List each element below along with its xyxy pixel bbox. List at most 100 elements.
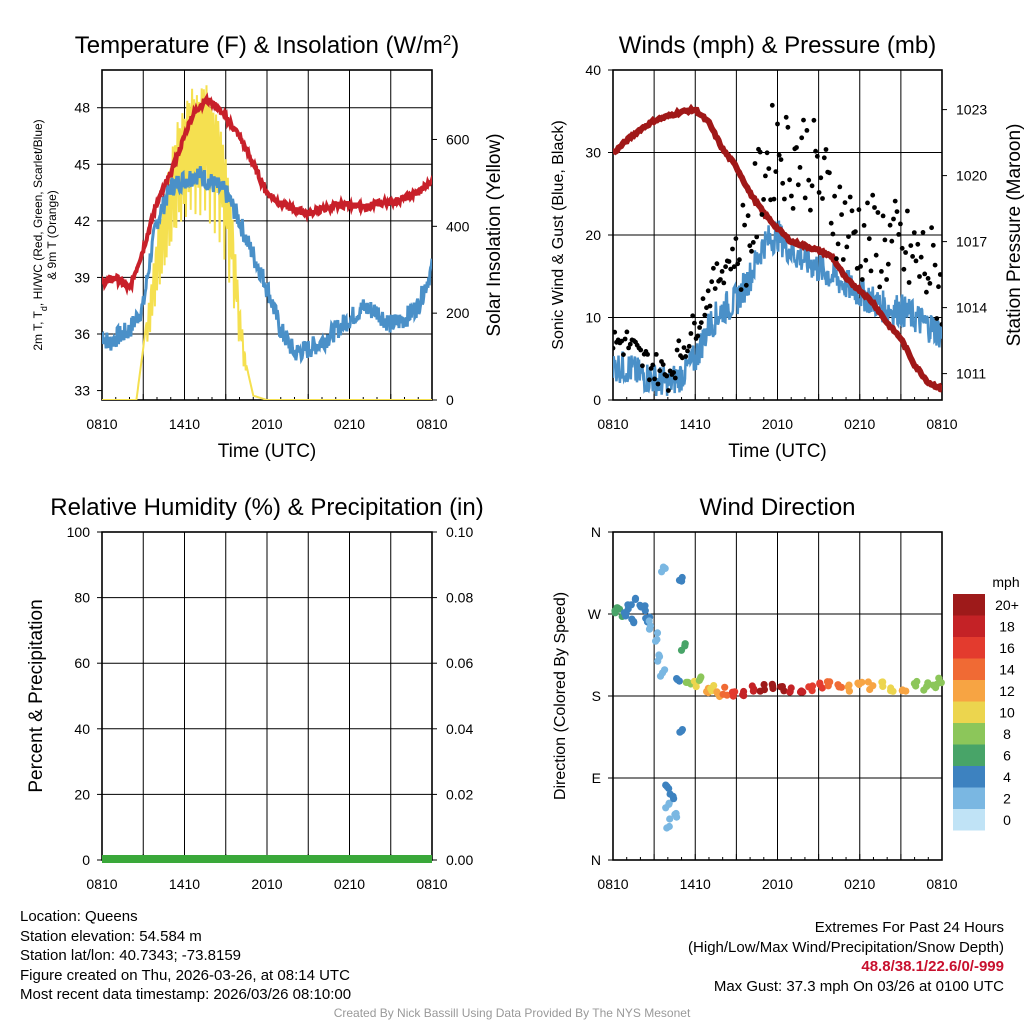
y2tick-label: 0.00 [446,852,473,868]
direction-point [663,783,671,791]
gust-point [671,370,676,375]
gust-point [747,243,753,249]
ylabel-part: 2m T, T [31,310,45,350]
gust-point [872,205,877,210]
extremes-info: Extremes For Past 24 Hours (High/Low/Max… [688,918,1004,996]
xtick-label: 0810 [597,416,628,432]
direction-point [673,813,681,821]
gust-point [726,259,732,264]
gust-point [743,282,749,288]
gust-point [834,256,839,262]
direction-point [663,824,671,832]
xtick-label: 0810 [597,876,628,892]
title-part: ) [451,32,459,59]
gust-point [613,329,618,335]
gust-point [723,264,728,270]
gust-point [773,169,779,175]
y2tick-label: 1023 [956,102,987,118]
insolation-line [102,85,432,400]
gust-point [797,165,803,170]
gust-point [832,193,837,199]
colorbar-label: 0 [1003,812,1011,828]
temp-chart-title: Temperature (F) & Insolation (W/m2) [75,32,459,60]
ytick-label: 30 [585,145,601,161]
gust-point [846,234,851,240]
ytick-label: 45 [74,156,90,172]
gust-point [801,117,806,123]
gust-point [737,257,742,263]
plot-frame [612,531,943,861]
xtick-label: 1410 [169,416,200,432]
gust-point [899,245,905,251]
y2tick-label: 1020 [956,168,987,184]
gust-point [622,336,628,342]
gust-point [709,279,715,285]
ytick-label: 40 [585,62,601,78]
gust-point [918,254,924,260]
direction-point [937,679,945,687]
plot-frame [612,69,943,401]
gust-point [808,207,813,213]
direction-point [622,612,630,620]
gust-point [936,284,941,290]
direction-point [777,683,785,691]
gust-point [776,152,782,158]
gust-point [657,368,663,374]
gust-point [707,303,713,309]
extremes-title: Extremes For Past 24 Hours [814,919,1004,936]
gust-point [823,147,829,152]
gust-point [645,352,650,357]
gust-point [757,149,763,155]
temp-ylabel-left: 2m T, Td, HI/WC (Red, Green, Scarlet/Blu… [31,119,49,350]
gust-point [884,277,889,282]
temperature-line [102,92,432,296]
gust-point [754,234,760,240]
xtick-label: 0810 [86,876,117,892]
xtick-label: 0810 [416,416,447,432]
direction-point [678,577,686,585]
gust-point [655,381,661,387]
rh-chart-title: Relative Humidity (%) & Precipitation (i… [50,494,483,521]
colorbar-label: 6 [1003,748,1011,764]
gust-point [816,190,822,195]
gust-point [925,276,931,281]
xtick-label: 0810 [86,416,117,432]
gust-point [804,127,810,133]
gust-point [745,213,751,219]
xtick-label: 2010 [762,416,793,432]
direction-point [681,642,689,650]
direction-point [659,563,668,571]
gust-point [721,280,727,286]
gust-point [799,135,805,141]
gust-point [731,264,737,270]
extremes-values: 48.8/38.1/22.6/0/-999 [861,958,1004,975]
direction-point [740,687,748,696]
colorbar-swatch [953,809,985,831]
direction-point [786,688,794,696]
colorbar-label: 8 [1003,726,1011,742]
gust-point [905,208,910,214]
colorbar-label: 16 [999,640,1015,656]
gust-point [718,277,723,282]
gust-point [903,250,908,255]
gust-point [714,261,720,267]
colorbar-label: 14 [999,662,1015,678]
winds-xlabel: Time (UTC) [728,441,827,462]
gust-point [650,362,656,368]
colorbar-swatch [953,637,985,659]
xtick-label: 2010 [251,876,282,892]
recent-data-text: Most recent data timestamp: 2026/03/26 0… [20,986,352,1003]
direction-point [826,678,834,686]
credit-text: Created By Nick Bassill Using Data Provi… [333,1006,691,1020]
gust-point [827,170,832,176]
colorbar-label: 10 [999,705,1015,721]
gust-point [837,184,843,190]
gust-point [785,124,791,130]
gust-point [674,347,680,353]
direction-point [624,605,632,613]
gust-point [742,222,747,228]
y2tick-label: 600 [446,131,470,147]
gust-point [647,377,652,383]
gust-point [924,289,929,295]
